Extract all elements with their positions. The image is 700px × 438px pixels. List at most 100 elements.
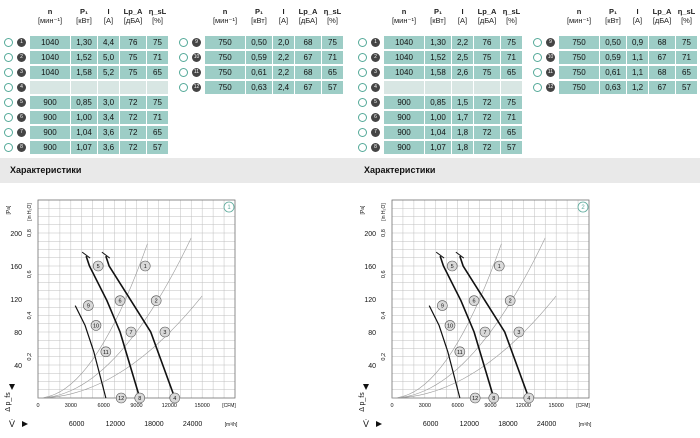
- operating-point-label: 1: [498, 264, 501, 270]
- table1-left-cell-i: 3,6: [98, 126, 119, 139]
- table2-left-row: 3 1040 1,58 2,6 75 65: [354, 66, 700, 79]
- table2-left-cell-lpa: 76: [474, 36, 500, 49]
- table1-right-row-marker-icon: [179, 38, 188, 47]
- table2-left-cell-lpa: 72: [474, 96, 500, 109]
- table2-right-cell-lpa: 67: [649, 81, 675, 94]
- table2-left-row-number: 4: [371, 83, 380, 92]
- operating-point-label: 3: [163, 330, 166, 336]
- table1-left-header-n-unit: [мин⁻¹]: [37, 16, 63, 25]
- x-cfm-tick-label: 0: [390, 403, 393, 409]
- table2-left-header-n-unit: [мин⁻¹]: [391, 16, 417, 25]
- table2-left-row: 7 900 1,04 1,8 72 65: [354, 126, 700, 139]
- x-cfm-tick-label: 6000: [452, 403, 464, 409]
- table1-left-row-marker-icon: [4, 128, 13, 137]
- table1-left-row-number: 4: [17, 83, 26, 92]
- x-cfm-tick-label: 12000: [162, 403, 177, 409]
- table1-right-header-p1-label: P₁: [254, 7, 264, 16]
- operating-point: [150, 295, 162, 306]
- x-cfm-unit: [CFM]: [576, 403, 590, 409]
- table2-left-cell-lpa: 75: [474, 66, 500, 79]
- x-m3h-tick-label: 18000: [498, 421, 518, 428]
- operating-point-label: 12: [118, 396, 124, 402]
- operating-point: [169, 392, 181, 404]
- table2-right-cell-i: 0,9: [627, 36, 648, 49]
- operating-point-label: 6: [473, 299, 476, 305]
- table2-left-header-n: n [мин⁻¹]: [384, 7, 424, 25]
- table2-left-row-number: 1: [371, 38, 380, 47]
- system-curve: [391, 237, 546, 399]
- table2-left-cell-lpa: [474, 81, 500, 94]
- table2-left-header-i-unit: [А]: [457, 16, 468, 25]
- x-m3h-tick-label: 6000: [69, 421, 85, 428]
- table1-left-header-eta: η_sL [%]: [147, 7, 168, 25]
- x-cfm-tick-label: 9000: [484, 403, 496, 409]
- table1-right-row-marker-icon: [179, 53, 188, 62]
- chart-badge-number: 1: [227, 205, 231, 211]
- table1-left-header-eta-unit: [%]: [152, 16, 163, 25]
- table1-left-row: 4: [0, 81, 346, 94]
- table2-left-cell-i: 2,5: [452, 51, 473, 64]
- table2-left-cell-p1: 1,58: [425, 66, 451, 79]
- table2-left-cell-lpa: 72: [474, 126, 500, 139]
- table1-left-header-n: n [мин⁻¹]: [30, 7, 70, 25]
- operating-point: [513, 326, 525, 338]
- table1-right-cell-i: 2,0: [273, 36, 294, 49]
- table1-left-cell-p1: 1,00: [71, 111, 97, 124]
- table1-right-header-i-label: I: [282, 7, 285, 16]
- table2-left-cell-n: 1040: [384, 51, 424, 64]
- y-tick-label: 160: [10, 264, 22, 271]
- table2-right-cell-p1: 0,50: [600, 36, 626, 49]
- table2-left-row-marker-icon: [358, 53, 367, 62]
- table1-left-row-number: 2: [17, 53, 26, 62]
- table2-right-cell-eta: 57: [676, 81, 697, 94]
- table1-left-cell-eta: 75: [147, 36, 168, 49]
- table2-right-cell-p1: 0,59: [600, 51, 626, 64]
- fan-curve-3: [74, 305, 107, 399]
- table1-right-row-marker-icon: [179, 68, 188, 77]
- panel-1: n [мин⁻¹] P₁ [кВт] I [А] Lp_A [дБА] η_sL [%] n [мин…: [0, 0, 346, 438]
- table1-left-cell-p1: 1,58: [71, 66, 97, 79]
- table1-right-cell-p1: 0,61: [246, 66, 272, 79]
- table1-left-cell-eta: [147, 81, 168, 94]
- section-title-2: Характеристики: [364, 165, 436, 175]
- operating-point-label: 4: [527, 396, 530, 402]
- y-tick-label: 120: [364, 297, 376, 304]
- table2-left-header-eta: η_sL [%]: [501, 7, 522, 25]
- table2-left-header-eta-label: η_sL: [502, 7, 521, 16]
- table1-left-cell-n: 1040: [30, 51, 70, 64]
- table2-left-cell-p1: 1,00: [425, 111, 451, 124]
- table1-right-cell-eta: 65: [322, 66, 343, 79]
- table2-left-cell-lpa: 72: [474, 111, 500, 124]
- table1-right-cell-eta: 71: [322, 51, 343, 64]
- y-tick-label: 120: [10, 297, 22, 304]
- table2-left-cell-eta: 71: [501, 111, 522, 124]
- operating-point: [159, 326, 171, 338]
- x-m3h-tick-label: 12000: [460, 421, 480, 428]
- table2-right-header-i-label: I: [636, 7, 639, 16]
- table1-right-cell-i: 2,4: [273, 81, 294, 94]
- table1-left-row-marker-icon: [4, 83, 13, 92]
- table2-left-row: 8 900 1,07 1,8 72 57: [354, 141, 700, 154]
- table1-left-cell-i: 3,0: [98, 96, 119, 109]
- fan-curve-3: [428, 305, 461, 399]
- table1-right-header-eta-unit: [%]: [327, 16, 338, 25]
- table1-left-cell-n: [30, 81, 70, 94]
- table2-right-cell-i: 1,1: [627, 51, 648, 64]
- x-m3h-unit: [m³/h]: [225, 422, 238, 428]
- operating-point: [444, 320, 456, 331]
- table2-left-row: 1 1040 1,30 2,2 76 75: [354, 36, 700, 49]
- table1-left-cell-i: 3,4: [98, 111, 119, 124]
- system-curve: [37, 295, 203, 399]
- table2-left-cell-p1: 1,07: [425, 141, 451, 154]
- table1-left-row-number: 7: [17, 128, 26, 137]
- table1-right-cell-n: 750: [205, 66, 245, 79]
- table1-right-cell-lpa: 67: [295, 81, 321, 94]
- table2-left-row-number: 5: [371, 98, 380, 107]
- table1-left-header-p1-label: P₁: [79, 7, 89, 16]
- operating-point: [114, 295, 126, 306]
- table2-left-cell-i: 1,7: [452, 111, 473, 124]
- table1-left-row-marker-icon: [4, 53, 13, 62]
- table1-left-cell-p1: 0,85: [71, 96, 97, 109]
- table1-right-cell-lpa: 67: [295, 51, 321, 64]
